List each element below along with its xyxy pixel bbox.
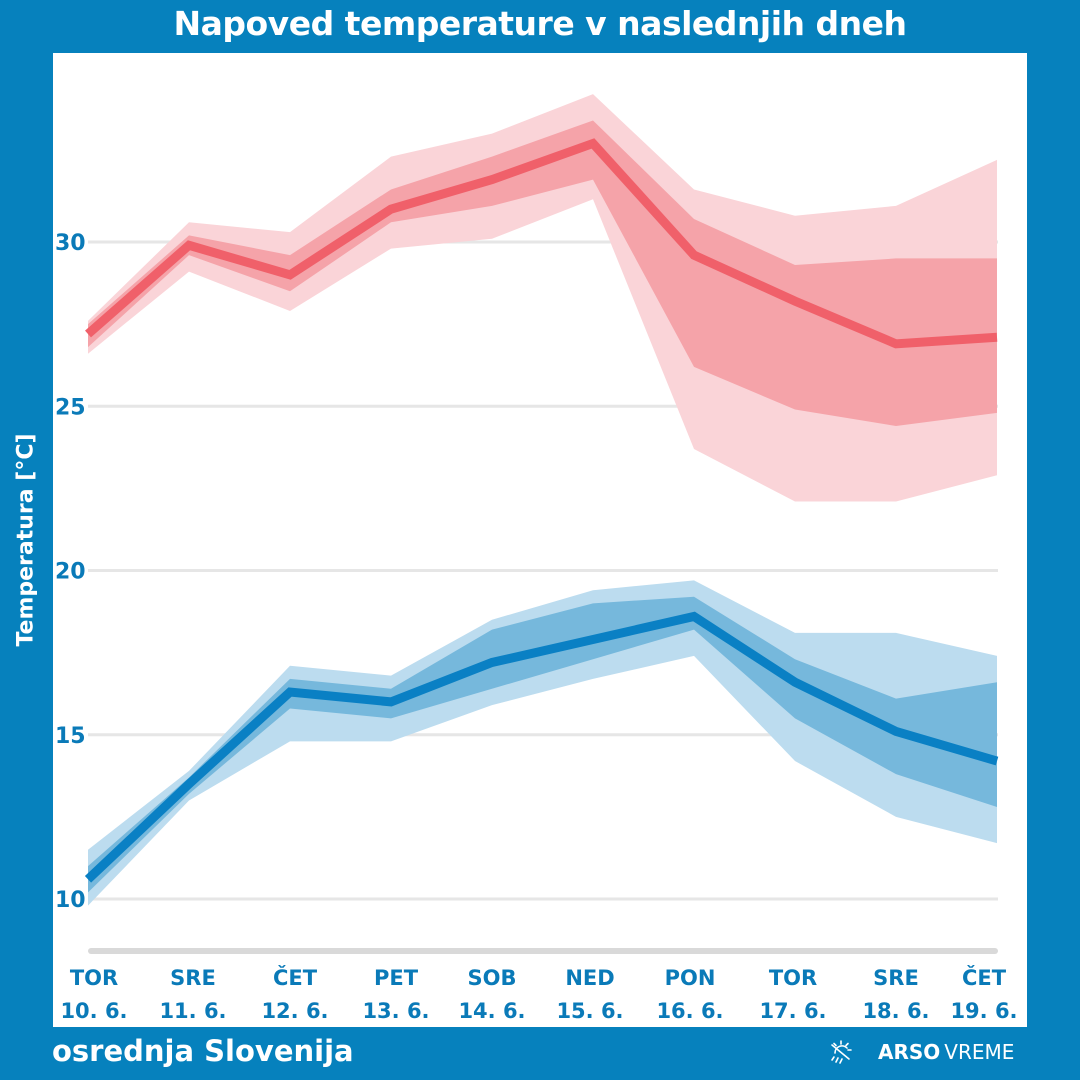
y-tick-labels: 10 15 20 25 30 (55, 231, 86, 913)
max-inner-band (88, 120, 997, 426)
x-tick-day: NED (565, 966, 614, 990)
series-lines (84, 138, 999, 883)
sun-rain-icon (831, 1040, 852, 1064)
y-tick-label: 15 (55, 724, 86, 749)
x-axis-bar (88, 948, 998, 954)
max-temperature-line (85, 138, 998, 349)
brand-name-bold: ARSO (878, 1040, 941, 1064)
x-tick-date: 18. 6. (862, 999, 929, 1023)
brand-name-light: VREME (944, 1040, 1015, 1064)
x-tick-date: 13. 6. (362, 999, 429, 1023)
y-tick-label: 25 (55, 395, 86, 420)
uncertainty-bands (88, 94, 997, 906)
x-tick-date: 14. 6. (458, 999, 525, 1023)
x-tick-date: 16. 6. (656, 999, 723, 1023)
x-tick-labels: TOR 10. 6. SRE 11. 6. ČET 12. 6. PET 13. 6. SOB 1… (60, 965, 1017, 1023)
min-temperature-line (84, 611, 999, 883)
x-tick-date: 19. 6. (950, 999, 1017, 1023)
x-tick-day: SRE (170, 966, 216, 990)
x-tick-date: 15. 6. (556, 999, 623, 1023)
x-tick-day: PON (665, 966, 716, 990)
region-label: osrednja Slovenija (52, 1034, 354, 1068)
x-tick-date: 17. 6. (759, 999, 826, 1023)
x-tick-date: 10. 6. (60, 999, 127, 1023)
x-tick-day: ČET (273, 965, 318, 990)
y-tick-label: 30 (55, 231, 86, 256)
x-tick-date: 12. 6. (261, 999, 328, 1023)
x-tick-day: PET (374, 966, 419, 990)
y-tick-label: 20 (55, 560, 86, 585)
x-tick-date: 11. 6. (159, 999, 226, 1023)
y-tick-label: 10 (55, 888, 86, 913)
x-tick-day: SOB (468, 966, 517, 990)
x-tick-day: TOR (769, 966, 817, 990)
brand-logo: ARSO VREME (828, 1039, 1014, 1065)
x-tick-day: TOR (70, 966, 118, 990)
x-tick-day: ČET (962, 965, 1007, 990)
max-outer-band (88, 94, 997, 502)
chart-title: Napoved temperature v naslednjih dneh (173, 4, 908, 43)
x-tick-day: SRE (873, 966, 919, 990)
